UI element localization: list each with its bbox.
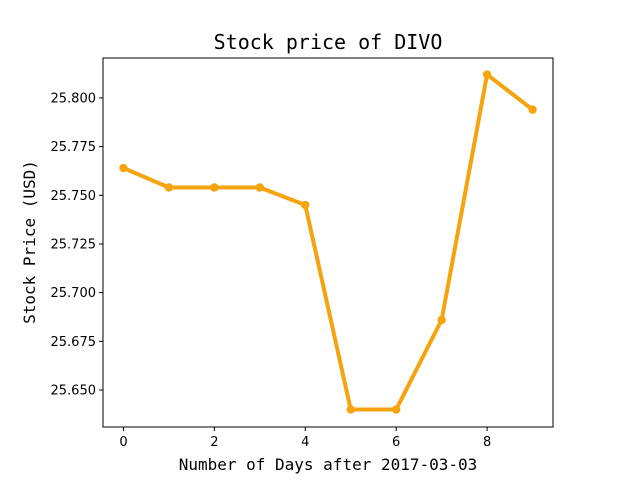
x-tick-label: 6 <box>392 435 400 450</box>
data-point <box>346 405 355 414</box>
y-tick-label: 25.725 <box>51 237 97 252</box>
plot-area <box>102 57 554 428</box>
x-tick-label: 8 <box>483 435 491 450</box>
y-tick-label: 25.750 <box>51 189 97 204</box>
y-tick-label: 25.650 <box>51 384 97 399</box>
x-tick-label: 2 <box>210 435 218 450</box>
data-point <box>482 70 492 79</box>
data-point <box>301 200 310 210</box>
x-tick-label: 0 <box>119 435 127 450</box>
data-point <box>528 105 537 114</box>
chart-title: Stock price of DIVO <box>214 30 443 54</box>
y-tick-label: 25.775 <box>51 140 97 155</box>
x-tick-label: 4 <box>301 435 309 450</box>
data-point <box>391 405 401 414</box>
x-axis: 0 2 4 6 8 <box>119 427 491 450</box>
y-axis-label: Stock Price (USD) <box>20 160 39 324</box>
series-layer <box>119 70 537 414</box>
series-line <box>121 72 535 412</box>
y-tick-label: 25.700 <box>51 286 97 301</box>
data-point <box>164 183 174 192</box>
y-tick-label: 25.800 <box>51 91 97 106</box>
y-tick-label: 25.675 <box>51 335 97 350</box>
data-point <box>119 163 128 173</box>
data-point <box>437 315 446 325</box>
x-axis-label: Number of Days after 2017-03-03 <box>179 455 478 474</box>
data-point <box>255 183 265 192</box>
data-point <box>210 183 219 192</box>
y-axis: 25.650 25.675 25.700 25.725 25.750 25.775 25.8… <box>51 91 103 399</box>
